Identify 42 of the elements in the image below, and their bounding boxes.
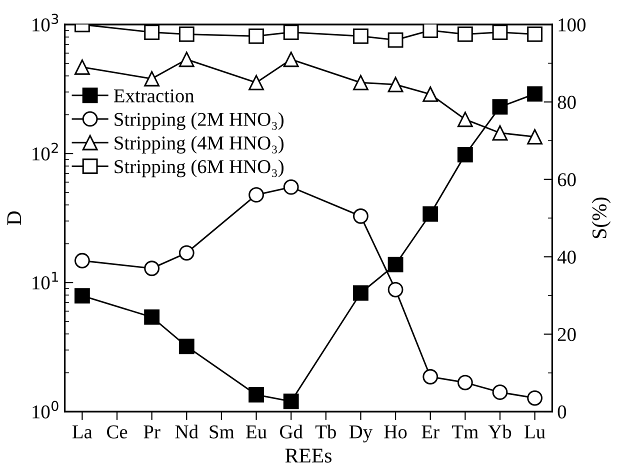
x-tick-label: Er: [422, 426, 440, 438]
point: [353, 285, 368, 301]
point: [457, 146, 473, 162]
y-tick-label: 10$^{3}$: [32, 14, 58, 32]
point: [283, 394, 299, 410]
x-tick-label: La: [72, 426, 92, 438]
x-tick-label: Ce: [107, 425, 128, 438]
x-tick-label: Pr: [144, 426, 160, 438]
point: [178, 338, 194, 354]
legend-label: Stripping (2M HNO₃): [114, 112, 284, 130]
point: [388, 256, 404, 272]
y2-tick-label: 40: [557, 250, 576, 264]
x-tick-label: Tb: [315, 424, 336, 438]
x-tick-label: Gd: [280, 424, 303, 438]
x-tick-label: Dy: [349, 425, 373, 442]
y2-tick-label: 0: [558, 405, 566, 419]
y-tick-label: 10$^{1}$: [32, 272, 58, 290]
point: [74, 288, 90, 304]
x-tick-label: Yb: [488, 424, 512, 438]
y2-tick-label: 60: [558, 173, 576, 186]
legend-label: Extraction: [114, 89, 194, 102]
y2-tick-label: 100: [558, 18, 586, 32]
x-tick-label: Sm: [210, 425, 234, 438]
x-axis-title: REEs: [285, 448, 332, 463]
legend-label: Stripping (4M HNO₃): [114, 136, 284, 154]
y-tick-label: 10$^{2}$: [32, 142, 58, 160]
point: [527, 86, 543, 102]
point: [492, 99, 508, 115]
y2-axis-title: S(%): [592, 198, 611, 238]
x-tick-label: Ho: [384, 426, 407, 438]
legend-label: Stripping (6M HNO₃): [114, 160, 284, 178]
point: [144, 309, 160, 325]
x-tick-label: Lu: [524, 426, 546, 438]
y2-tick-label: 80: [558, 96, 576, 109]
point: [248, 387, 264, 402]
y-tick-label: 10$^{0}$: [32, 400, 58, 418]
x-tick-label: Eu: [246, 426, 267, 438]
y-axis-title: D: [7, 211, 21, 225]
point: [422, 206, 438, 222]
y2-tick-label: 20: [558, 328, 576, 342]
x-tick-label: Nd: [175, 424, 198, 438]
x-tick-label: Tm: [452, 426, 478, 438]
